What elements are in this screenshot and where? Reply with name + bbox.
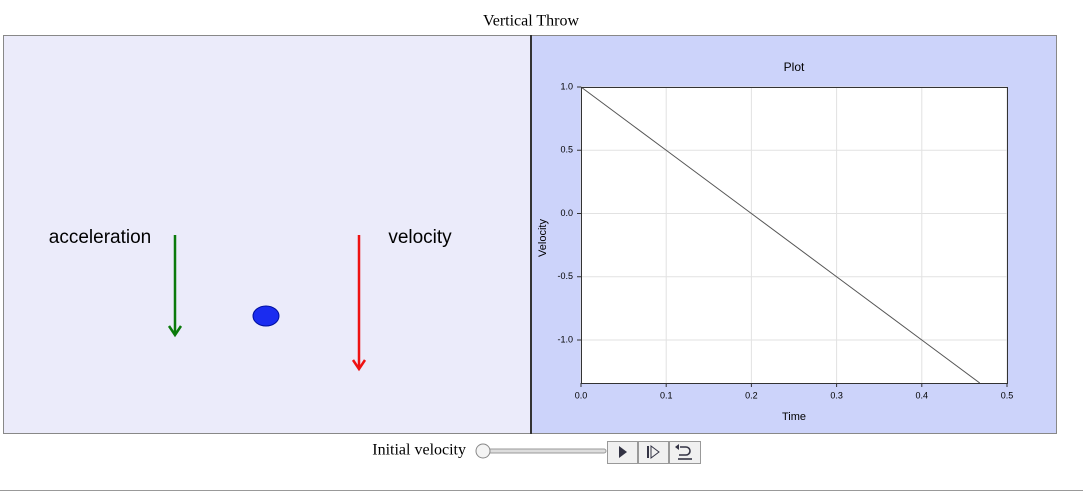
- y-tick-label: 0.0: [560, 208, 573, 218]
- velocity-arrow: [351, 235, 367, 372]
- acceleration-label: acceleration: [49, 227, 151, 248]
- slider-label: Initial velocity: [372, 442, 466, 459]
- x-axis-label: Time: [782, 411, 806, 423]
- plot-title: Plot: [784, 60, 805, 74]
- slider-track[interactable]: [479, 448, 607, 454]
- slider-thumb[interactable]: [475, 443, 491, 459]
- velocity-label: velocity: [388, 227, 452, 248]
- y-tick-label: 1.0: [560, 81, 573, 91]
- play-button[interactable]: [607, 441, 638, 464]
- y-tick-label: 0.5: [560, 145, 573, 155]
- plot-frame: [581, 87, 1008, 384]
- x-tick-label: 0.4: [916, 390, 929, 400]
- y-tick-label: -1.0: [557, 334, 573, 344]
- plot-area: [581, 87, 1007, 383]
- ball[interactable]: [252, 305, 280, 327]
- y-tick-label: -0.5: [557, 271, 573, 281]
- x-tick-label: 0.2: [745, 390, 758, 400]
- x-tick-label: 0.3: [830, 390, 843, 400]
- x-tick-label: 0.0: [575, 390, 588, 400]
- x-tick-label: 0.5: [1001, 390, 1014, 400]
- data-line: [580, 86, 981, 384]
- reset-button[interactable]: [669, 441, 701, 464]
- x-tick-label: 0.1: [660, 390, 673, 400]
- window-title: Vertical Throw: [483, 13, 580, 30]
- scene-panel: [3, 35, 531, 434]
- step-button[interactable]: [638, 441, 669, 464]
- acceleration-arrow: [167, 235, 183, 338]
- y-axis-label: Velocity: [537, 219, 549, 257]
